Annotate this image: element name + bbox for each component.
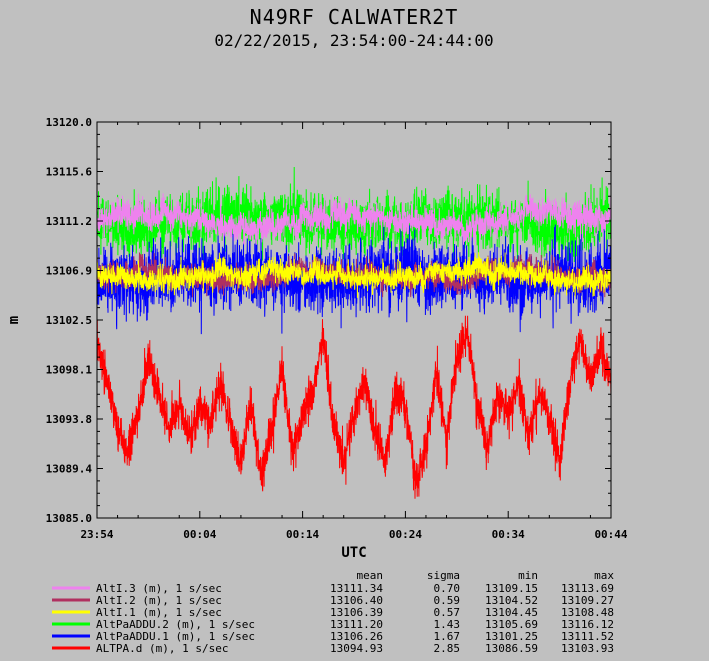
- legend-stat-value: 1.43: [434, 618, 461, 631]
- legend-stat-value: 13106.39: [330, 606, 383, 619]
- stats-header: min: [518, 569, 538, 582]
- plot-frame: [96, 121, 612, 519]
- y-tick-label: 13111.2: [46, 215, 92, 228]
- legend-stat-value: 13101.25: [485, 630, 538, 643]
- x-axis-label: UTC: [341, 545, 366, 561]
- stats-header: sigma: [427, 569, 460, 582]
- legend-stat-value: 13104.52: [485, 594, 538, 607]
- legend-stat-value: 13094.93: [330, 642, 383, 655]
- chart-title: N49RF CALWATER2T: [250, 5, 459, 29]
- y-axis-label: m: [6, 316, 22, 324]
- legend-stat-value: 2.85: [434, 642, 461, 655]
- legend-stat-value: 13105.69: [485, 618, 538, 631]
- legend-stat-value: 0.70: [434, 582, 461, 595]
- legend-stat-value: 13113.69: [561, 582, 614, 595]
- legend: mean sigma min max AltI.3 (m), 1 s/sec 13111.…: [52, 569, 614, 655]
- legend-label: AltPaADDU.1 (m), 1 s/sec: [96, 630, 255, 643]
- legend-label: AltI.2 (m), 1 s/sec: [96, 594, 222, 607]
- y-tick-label: 13093.8: [46, 413, 92, 426]
- series-line: [96, 315, 612, 499]
- legend-stat-value: 13106.40: [330, 594, 383, 607]
- legend-stat-value: 13111.20: [330, 618, 383, 631]
- y-tick-label: 13120.0: [46, 116, 92, 129]
- x-tick-label: 00:34: [492, 528, 525, 541]
- x-tick-label: 23:54: [80, 528, 113, 541]
- y-tick-label: 13102.5: [46, 314, 92, 327]
- y-tick-label: 13098.1: [46, 364, 93, 377]
- legend-label: AltPaADDU.2 (m), 1 s/sec: [96, 618, 255, 631]
- series-layer: [96, 166, 612, 499]
- y-axis: 13085.0 13089.4 13093.8 13098.1 13102.5 13106…: [46, 116, 611, 525]
- legend-stat-value: 0.57: [434, 606, 461, 619]
- legend-stat-value: 13116.12: [561, 618, 614, 631]
- legend-label: ALTPA.d (m), 1 s/sec: [96, 642, 228, 655]
- legend-stat-value: 13104.45: [485, 606, 538, 619]
- legend-stat-value: 1.67: [434, 630, 461, 643]
- legend-stat-value: 13111.52: [561, 630, 614, 643]
- legend-stat-value: 13106.26: [330, 630, 383, 643]
- legend-stat-value: 13103.93: [561, 642, 614, 655]
- y-tick-label: 13089.4: [46, 463, 93, 476]
- x-tick-label: 00:44: [594, 528, 627, 541]
- legend-label: AltI.3 (m), 1 s/sec: [96, 582, 222, 595]
- legend-stat-value: 13108.48: [561, 606, 614, 619]
- series-line: [96, 193, 612, 245]
- legend-stat-value: 13109.27: [561, 594, 614, 607]
- legend-stat-value: 13086.59: [485, 642, 538, 655]
- y-tick-label: 13106.9: [46, 265, 92, 278]
- y-tick-label: 13115.6: [46, 166, 93, 179]
- x-tick-label: 00:14: [286, 528, 319, 541]
- legend-label: AltI.1 (m), 1 s/sec: [96, 606, 222, 619]
- x-axis: 23:54 00:04 00:14 00:24 00:34 00:44: [80, 122, 628, 541]
- y-tick-label: 13085.0: [46, 512, 92, 525]
- legend-stat-value: 0.59: [434, 594, 461, 607]
- x-tick-label: 00:04: [183, 528, 216, 541]
- chart-subtitle: 02/22/2015, 23:54:00-24:44:00: [214, 31, 493, 50]
- legend-stat-value: 13111.34: [330, 582, 383, 595]
- series-line: [96, 252, 612, 298]
- stats-header: mean: [357, 569, 384, 582]
- x-tick-label: 00:24: [389, 528, 422, 541]
- legend-stat-value: 13109.15: [485, 582, 538, 595]
- stats-header: max: [594, 569, 614, 582]
